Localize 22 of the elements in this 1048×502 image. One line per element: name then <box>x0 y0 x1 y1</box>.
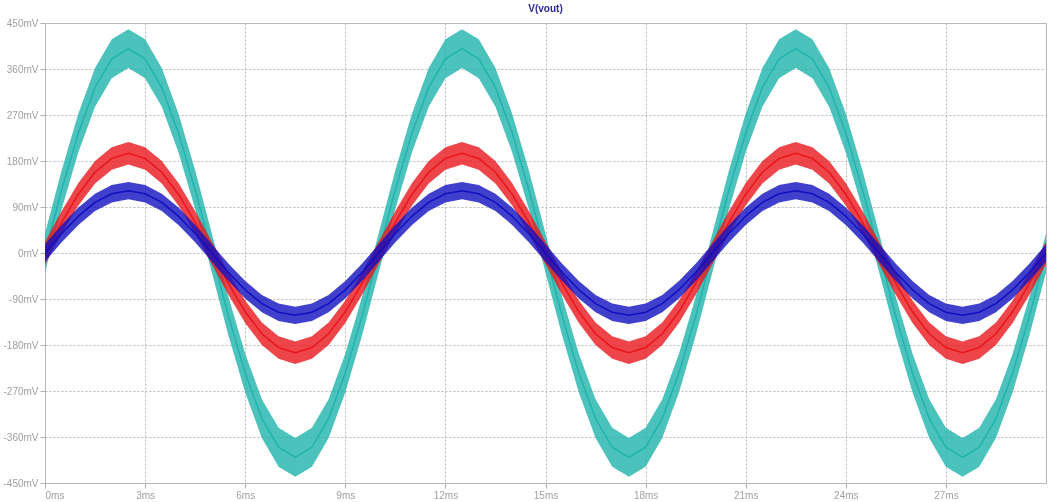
y-tick-label: -90mV <box>9 293 39 305</box>
y-tick-label: 360mV <box>6 63 39 75</box>
y-tick-label: -180mV <box>3 339 39 351</box>
y-tick-label: 0mV <box>17 247 39 259</box>
x-tick-label: 9ms <box>336 489 356 501</box>
y-tick-label: -450mV <box>3 477 39 489</box>
x-tick-label: 27ms <box>934 489 959 501</box>
x-tick-label: 0ms <box>45 489 65 501</box>
x-tick-label: 18ms <box>633 489 659 501</box>
x-tick-label: 15ms <box>533 489 559 501</box>
y-tick-label: 90mV <box>12 201 39 213</box>
x-tick-label: 21ms <box>733 489 759 501</box>
x-tick-label: 12ms <box>433 489 459 501</box>
chart-title: V(vout) <box>528 3 563 14</box>
x-tick-label: 3ms <box>136 489 156 501</box>
x-tick-label: 6ms <box>236 489 256 501</box>
y-tick-label: 180mV <box>6 155 39 167</box>
y-tick-label: 450mV <box>6 17 39 29</box>
x-tick-label: 24ms <box>834 489 859 501</box>
y-tick-label: -270mV <box>3 385 39 397</box>
y-tick-label: -360mV <box>3 431 39 443</box>
y-tick-label: 270mV <box>6 109 39 121</box>
